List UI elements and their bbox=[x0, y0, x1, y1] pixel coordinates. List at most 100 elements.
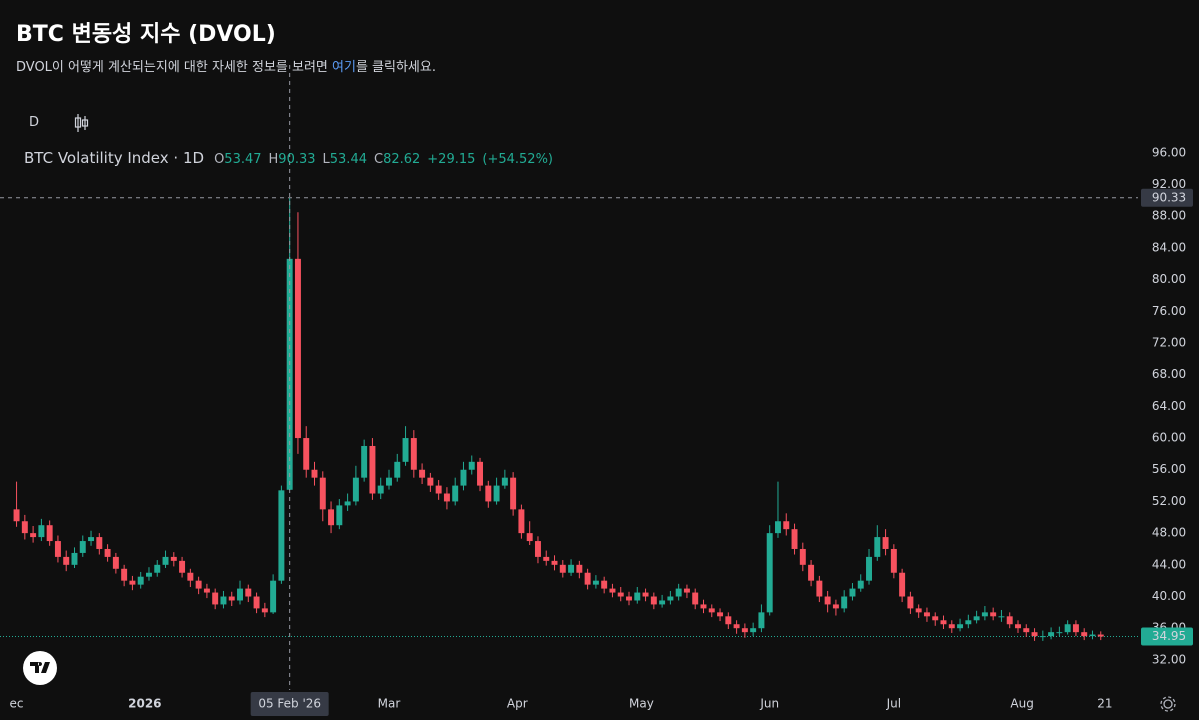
candle-body bbox=[957, 624, 964, 629]
candle-body bbox=[435, 485, 442, 494]
candle-body bbox=[808, 564, 815, 581]
candle-body bbox=[63, 556, 70, 565]
candle-body bbox=[551, 560, 558, 565]
candle-body bbox=[708, 608, 715, 613]
candle-body bbox=[783, 521, 790, 530]
candle-body bbox=[882, 537, 889, 549]
last-price-label: 34.95 bbox=[1152, 629, 1186, 643]
candle-body bbox=[1006, 616, 1013, 625]
candle-body bbox=[832, 604, 839, 609]
candle-body bbox=[981, 612, 988, 617]
y-tick-label: 52.00 bbox=[1152, 494, 1186, 508]
candle-body bbox=[170, 556, 177, 561]
legend: BTC Volatility Index · 1D O53.47 H90.33 L53… bbox=[24, 149, 560, 167]
candle-body bbox=[328, 509, 335, 526]
candle-body bbox=[692, 592, 699, 605]
candle-body bbox=[493, 485, 500, 502]
candle-body bbox=[162, 556, 169, 565]
candle-body bbox=[203, 588, 210, 593]
plot bbox=[0, 197, 1138, 641]
candle-body bbox=[394, 461, 401, 478]
candle-body bbox=[121, 568, 128, 581]
change-pct: (+54.52%) bbox=[482, 152, 553, 167]
candle-body bbox=[443, 493, 450, 502]
candle-body bbox=[866, 556, 872, 581]
candle-body bbox=[386, 477, 392, 486]
candle-body bbox=[303, 438, 310, 470]
candle-body bbox=[940, 620, 947, 625]
y-tick-label: 84.00 bbox=[1152, 240, 1186, 254]
candle-body bbox=[766, 533, 773, 613]
candle-body bbox=[675, 588, 682, 597]
candle-body bbox=[791, 529, 798, 549]
ohlc-key: L bbox=[322, 152, 330, 167]
y-tick-label: 40.00 bbox=[1152, 589, 1186, 603]
candle-body bbox=[278, 490, 285, 581]
candle-body bbox=[245, 588, 252, 597]
candle-body bbox=[725, 616, 732, 625]
y-tick-label: 96.00 bbox=[1152, 145, 1186, 159]
candle-body bbox=[750, 628, 757, 633]
candle-body bbox=[1031, 632, 1038, 637]
candle-body bbox=[890, 548, 897, 573]
candle-body bbox=[849, 588, 856, 597]
candle-body bbox=[609, 588, 616, 593]
candle-body bbox=[13, 509, 20, 522]
candle-body bbox=[311, 469, 318, 478]
candle-body bbox=[468, 461, 475, 470]
y-tick-label: 56.00 bbox=[1152, 462, 1186, 476]
candle-body bbox=[1023, 628, 1030, 633]
candle-body bbox=[973, 616, 980, 621]
candle-body bbox=[179, 560, 186, 573]
candle-body bbox=[294, 258, 301, 439]
ohlc-value: 82.62 bbox=[383, 152, 421, 167]
candle-body bbox=[460, 469, 467, 486]
candle-body bbox=[568, 564, 575, 573]
ohlc-key: O bbox=[214, 152, 225, 167]
desc-text: 를 클릭하세요. bbox=[355, 60, 436, 75]
y-tick-label: 88.00 bbox=[1152, 209, 1186, 223]
candle-body bbox=[543, 556, 550, 561]
candle-body bbox=[319, 477, 326, 510]
page-title: BTC 변동성 지수 (DVOL) bbox=[16, 22, 276, 47]
y-tick-label: 92.00 bbox=[1152, 177, 1186, 191]
candle-body bbox=[1081, 632, 1088, 637]
candle-body bbox=[534, 541, 541, 557]
tv-logo[interactable] bbox=[23, 651, 57, 685]
ohlc-value: 53.44 bbox=[329, 152, 367, 167]
candle-body bbox=[667, 596, 674, 601]
candle-body bbox=[965, 620, 972, 625]
candle-body bbox=[915, 608, 922, 613]
candle-body bbox=[96, 537, 103, 549]
candle-body bbox=[361, 445, 368, 478]
candle-body bbox=[526, 533, 533, 542]
candle-body bbox=[559, 564, 566, 573]
candle-body bbox=[899, 572, 906, 597]
candle-body bbox=[518, 509, 525, 534]
candle-body bbox=[261, 608, 268, 613]
candle-body bbox=[617, 592, 624, 597]
y-tick-label: 32.00 bbox=[1152, 652, 1186, 666]
y-tick-label: 72.00 bbox=[1152, 335, 1186, 349]
interval-button[interactable]: D bbox=[29, 115, 40, 130]
candle-body bbox=[816, 580, 823, 597]
last-price-box bbox=[1141, 627, 1193, 646]
candle-body bbox=[212, 592, 219, 605]
candle-body bbox=[932, 616, 939, 621]
candle-body bbox=[270, 580, 277, 613]
candle-body bbox=[1048, 632, 1055, 637]
candle-body bbox=[626, 596, 632, 601]
candle-body bbox=[874, 537, 881, 557]
candle-body bbox=[510, 477, 517, 510]
desc-link[interactable]: 여기 bbox=[332, 60, 356, 75]
candle-body bbox=[907, 596, 914, 609]
candle-body bbox=[717, 612, 724, 617]
candle-body bbox=[54, 541, 61, 557]
candle-body bbox=[700, 604, 707, 609]
settings-icon[interactable] bbox=[1160, 696, 1176, 712]
ohlc-key: C bbox=[373, 152, 384, 167]
candle-style-button[interactable] bbox=[74, 114, 89, 132]
candle-body bbox=[741, 628, 748, 633]
candle-body bbox=[46, 525, 53, 542]
